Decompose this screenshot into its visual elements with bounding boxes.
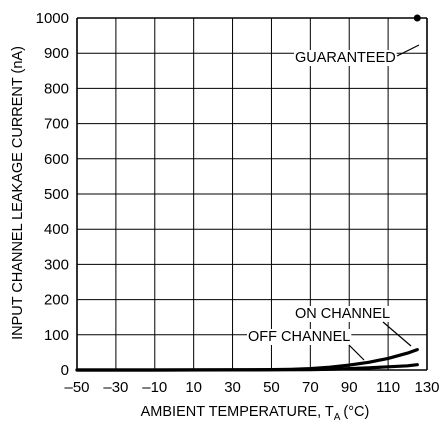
annotation-backdrop bbox=[247, 329, 352, 345]
x-tick-label: 90 bbox=[341, 379, 358, 396]
y-axis-label: INPUT CHANNEL LEAKAGE CURRENT (nA) bbox=[10, 46, 26, 340]
y-tick-label: 700 bbox=[44, 116, 69, 133]
y-tick-label: 1000 bbox=[36, 10, 69, 27]
y-tick-labels: 0 100 200 300 400 500 600 700 800 900 1000 bbox=[36, 10, 69, 379]
y-tick-label: 100 bbox=[44, 327, 69, 344]
x-tick-label: –10 bbox=[142, 379, 167, 396]
y-tick-label: 200 bbox=[44, 292, 69, 309]
x-tick-label: 30 bbox=[224, 379, 241, 396]
annotation-backdrop bbox=[294, 306, 392, 322]
x-tick-label: 110 bbox=[376, 379, 400, 396]
x-axis-label: AMBIENT TEMPERATURE, TA (°C) bbox=[141, 404, 370, 423]
leader-line-off-channel bbox=[348, 344, 365, 361]
x-tick-label: 10 bbox=[185, 379, 202, 396]
y-tick-label: 300 bbox=[44, 256, 69, 273]
guaranteed-marker bbox=[413, 14, 421, 22]
annotation-backdrop bbox=[294, 50, 397, 66]
x-tick-label: –30 bbox=[103, 379, 128, 396]
annotation-guaranteed: GUARANTEED bbox=[295, 50, 396, 66]
leader-line-guaranteed bbox=[396, 44, 420, 57]
y-tick-label: 0 bbox=[61, 362, 69, 379]
annotation-on-channel: ON CHANNEL bbox=[295, 306, 390, 322]
annotation-off-channel: OFF CHANNEL bbox=[248, 329, 350, 345]
y-tick-label: 900 bbox=[44, 45, 69, 62]
annotations: GUARANTEED ON CHANNEL OFF CHANNEL bbox=[247, 44, 420, 361]
series-lines bbox=[75, 348, 419, 372]
x-tick-label: 130 bbox=[414, 379, 439, 396]
x-tick-label: –50 bbox=[64, 379, 89, 396]
series-line-off-channel bbox=[75, 363, 419, 372]
markers bbox=[413, 14, 421, 22]
x-tick-label: 50 bbox=[263, 379, 280, 396]
leader-line-on-channel bbox=[382, 321, 412, 347]
y-tick-label: 800 bbox=[44, 80, 69, 97]
y-tick-label: 400 bbox=[44, 221, 69, 238]
x-tick-label: 70 bbox=[302, 379, 319, 396]
y-tick-label: 600 bbox=[44, 151, 69, 168]
x-tick-labels: –50 –30 –10 10 30 50 70 90 110 130 bbox=[64, 379, 439, 396]
y-tick-label: 500 bbox=[44, 186, 69, 203]
